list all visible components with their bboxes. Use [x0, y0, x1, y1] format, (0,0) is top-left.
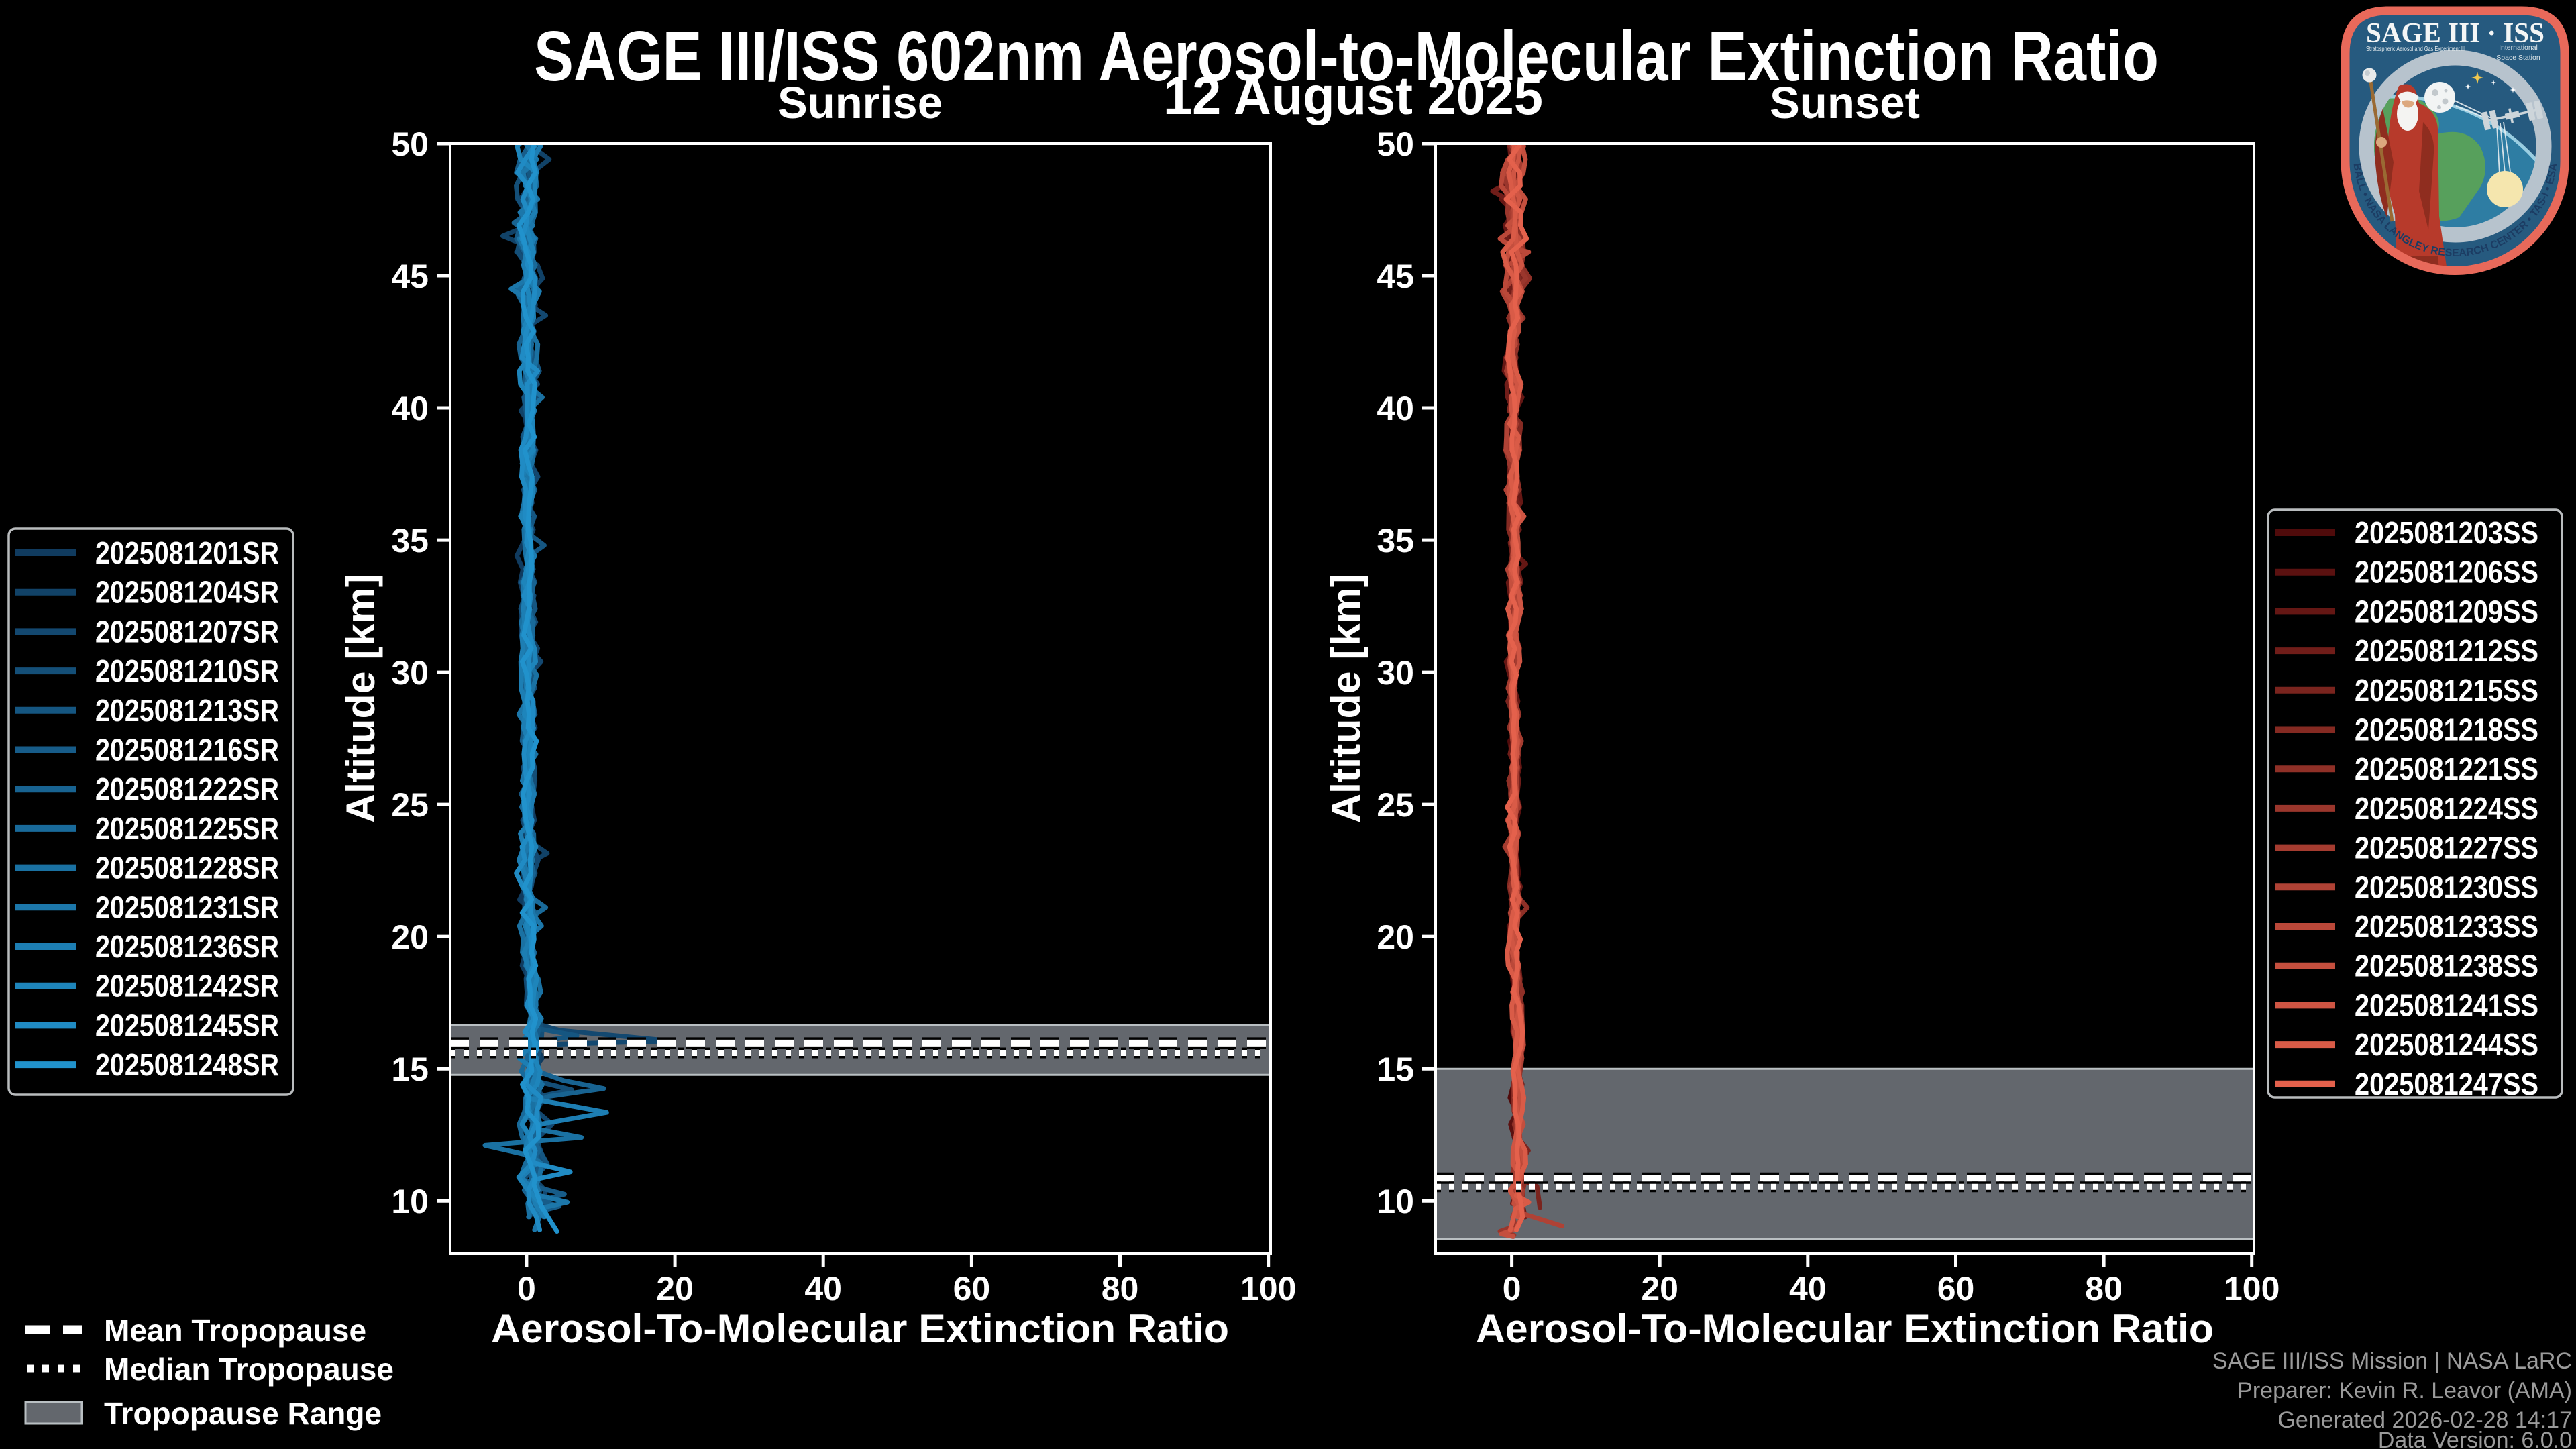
svg-text:2025081242SR: 2025081242SR: [95, 969, 279, 1004]
svg-text:25: 25: [391, 786, 429, 824]
svg-text:Preparer: Kevin R. Leavor (AMA: Preparer: Kevin R. Leavor (AMA): [2237, 1378, 2572, 1403]
svg-text:2025081245SR: 2025081245SR: [95, 1008, 279, 1042]
svg-text:Altitude [km]: Altitude [km]: [338, 574, 383, 823]
svg-text:30: 30: [391, 654, 429, 692]
svg-text:40: 40: [804, 1270, 842, 1307]
svg-text:2025081204SR: 2025081204SR: [95, 575, 279, 610]
svg-text:2025081236SR: 2025081236SR: [95, 929, 279, 964]
svg-text:15: 15: [391, 1051, 429, 1088]
svg-text:45: 45: [391, 258, 429, 295]
svg-text:SAGE III/ISS Mission | NASA La: SAGE III/ISS Mission | NASA LaRC: [2212, 1348, 2572, 1374]
svg-text:2025081248SR: 2025081248SR: [95, 1047, 279, 1082]
svg-text:Sunset: Sunset: [1770, 78, 1920, 128]
svg-text:2025081215SS: 2025081215SS: [2355, 673, 2538, 708]
svg-text:25: 25: [1377, 786, 1414, 824]
svg-text:Median Tropopause: Median Tropopause: [104, 1352, 394, 1387]
svg-text:60: 60: [953, 1270, 991, 1307]
svg-text:Altitude [km]: Altitude [km]: [1324, 574, 1368, 823]
svg-text:10: 10: [391, 1183, 429, 1220]
svg-text:50: 50: [391, 125, 429, 163]
svg-text:50: 50: [1377, 125, 1414, 163]
svg-text:15: 15: [1377, 1051, 1414, 1088]
svg-text:2025081247SS: 2025081247SS: [2355, 1067, 2538, 1102]
svg-text:40: 40: [1789, 1270, 1827, 1307]
svg-text:Sunrise: Sunrise: [777, 78, 943, 128]
svg-text:100: 100: [1240, 1270, 1296, 1307]
svg-text:2025081238SS: 2025081238SS: [2355, 949, 2538, 983]
svg-text:Aerosol-To-Molecular Extinctio: Aerosol-To-Molecular Extinction Ratio: [1476, 1306, 2214, 1351]
svg-text:2025081210SR: 2025081210SR: [95, 653, 279, 688]
svg-text:2025081227SS: 2025081227SS: [2355, 830, 2538, 865]
svg-text:30: 30: [1377, 654, 1414, 692]
svg-text:2025081231SR: 2025081231SR: [95, 890, 279, 924]
svg-text:20: 20: [391, 918, 429, 956]
svg-text:Generated 2026-02-28 14:17: Generated 2026-02-28 14:17: [2277, 1407, 2572, 1433]
svg-text:20: 20: [656, 1270, 694, 1307]
svg-text:2025081201SR: 2025081201SR: [95, 535, 279, 570]
svg-text:10: 10: [1377, 1183, 1414, 1220]
svg-text:80: 80: [2085, 1270, 2123, 1307]
svg-text:2025081241SS: 2025081241SS: [2355, 987, 2538, 1022]
svg-text:12 August 2025: 12 August 2025: [1163, 66, 1543, 125]
svg-text:35: 35: [391, 522, 429, 559]
svg-text:0: 0: [517, 1270, 536, 1307]
svg-text:2025081207SR: 2025081207SR: [95, 614, 279, 649]
svg-text:Aerosol-To-Molecular Extinctio: Aerosol-To-Molecular Extinction Ratio: [491, 1306, 1229, 1351]
svg-text:60: 60: [1937, 1270, 1975, 1307]
svg-text:2025081212SS: 2025081212SS: [2355, 633, 2538, 668]
svg-text:2025081209SS: 2025081209SS: [2355, 594, 2538, 629]
svg-text:35: 35: [1377, 522, 1414, 559]
svg-text:40: 40: [1377, 390, 1414, 427]
svg-text:Tropopause Range: Tropopause Range: [104, 1396, 382, 1431]
svg-text:Data Version: 6.0.0: Data Version: 6.0.0: [2378, 1428, 2572, 1449]
svg-text:2025081230SS: 2025081230SS: [2355, 869, 2538, 904]
svg-text:2025081244SS: 2025081244SS: [2355, 1027, 2538, 1062]
svg-text:40: 40: [391, 390, 429, 427]
svg-text:2025081218SS: 2025081218SS: [2355, 712, 2538, 747]
svg-text:2025081221SS: 2025081221SS: [2355, 751, 2538, 786]
svg-text:2025081222SR: 2025081222SR: [95, 771, 279, 806]
svg-text:2025081233SS: 2025081233SS: [2355, 909, 2538, 944]
svg-text:2025081213SR: 2025081213SR: [95, 693, 279, 728]
svg-text:2025081225SR: 2025081225SR: [95, 811, 279, 846]
svg-text:80: 80: [1102, 1270, 1139, 1307]
svg-text:International: International: [2499, 44, 2538, 52]
svg-text:2025081203SS: 2025081203SS: [2355, 515, 2538, 550]
svg-text:SAGE III/ISS 602nm Aerosol-to-: SAGE III/ISS 602nm Aerosol-to-Molecular …: [534, 17, 2159, 96]
svg-text:2025081206SS: 2025081206SS: [2355, 555, 2538, 590]
svg-text:SAGE III · ISS: SAGE III · ISS: [2366, 18, 2544, 49]
svg-text:100: 100: [2224, 1270, 2279, 1307]
svg-text:0: 0: [1503, 1270, 1521, 1307]
svg-text:45: 45: [1377, 258, 1414, 295]
svg-text:Stratospheric Aerosol and Gas: Stratospheric Aerosol and Gas Experiment…: [2366, 45, 2465, 53]
svg-text:20: 20: [1641, 1270, 1678, 1307]
svg-text:20: 20: [1377, 918, 1414, 956]
svg-text:2025081216SR: 2025081216SR: [95, 733, 279, 767]
svg-text:2025081224SS: 2025081224SS: [2355, 791, 2538, 826]
svg-text:Space Station: Space Station: [2496, 54, 2540, 62]
svg-text:2025081228SR: 2025081228SR: [95, 851, 279, 885]
svg-text:Mean Tropopause: Mean Tropopause: [104, 1313, 366, 1348]
